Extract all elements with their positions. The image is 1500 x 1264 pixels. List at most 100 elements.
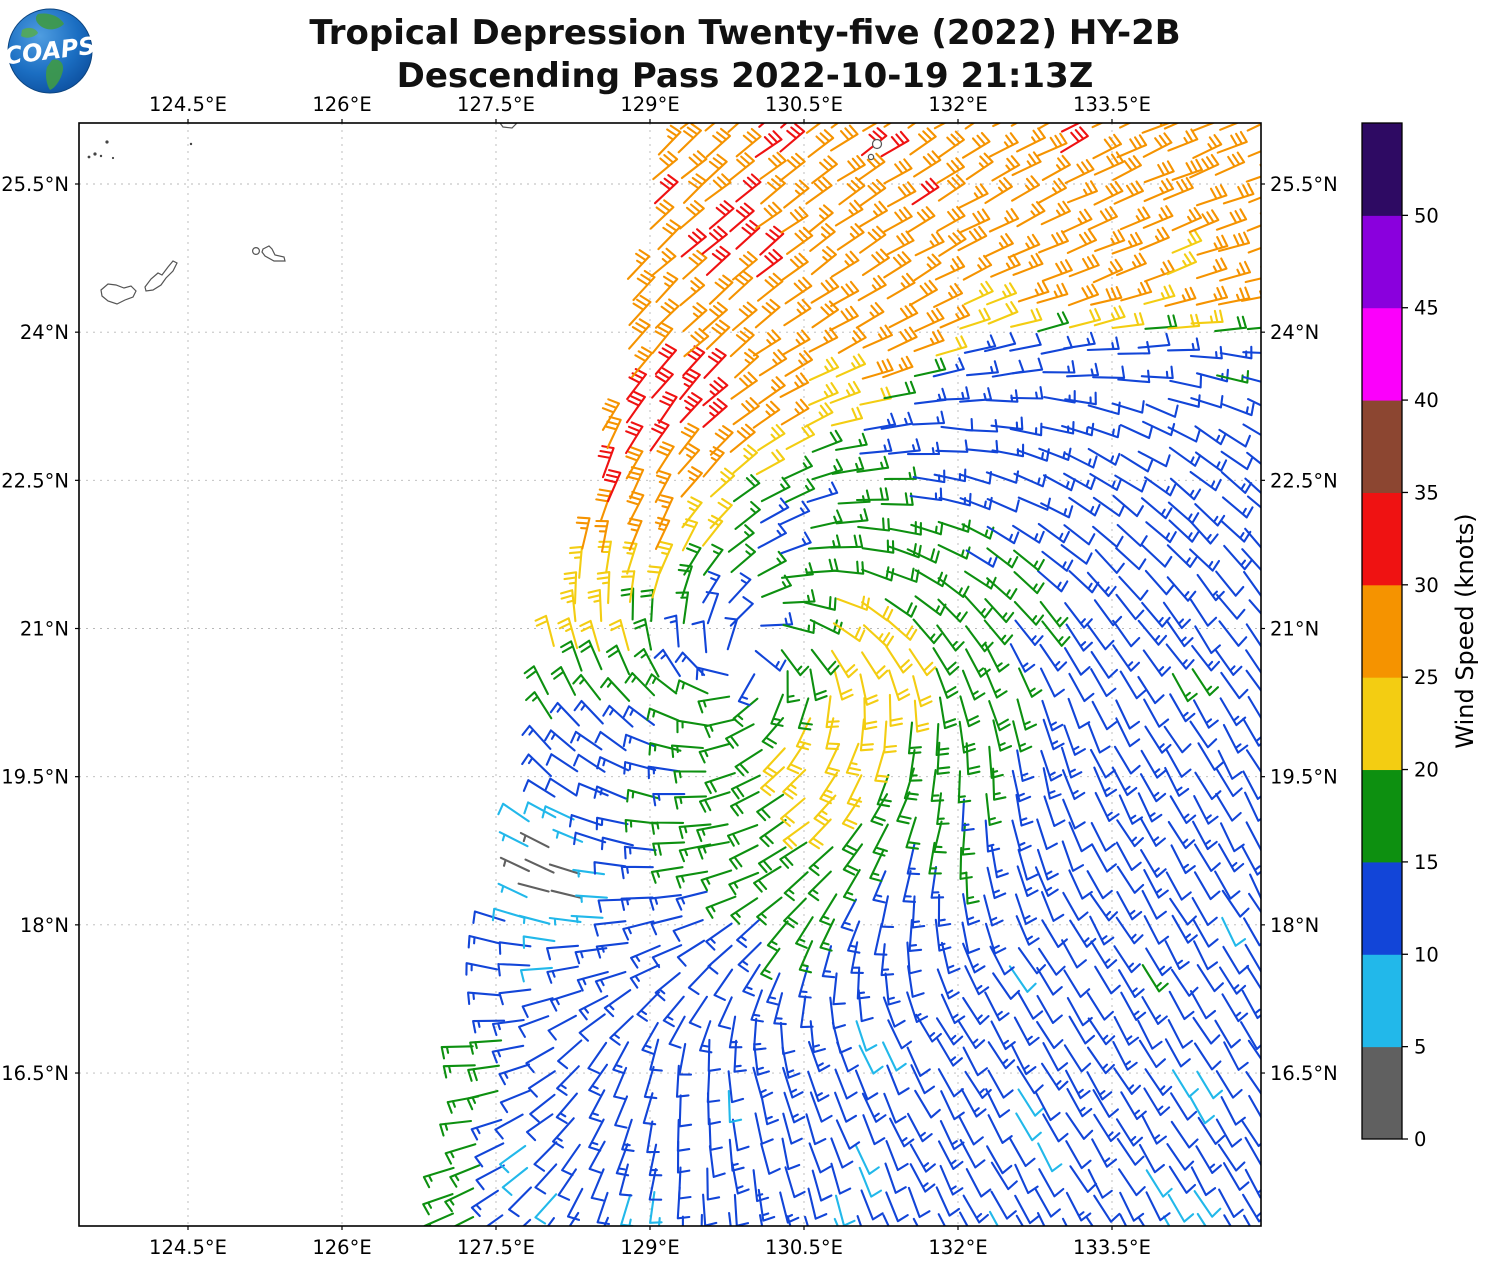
wind-barb <box>750 989 764 1023</box>
wind-barb <box>705 245 731 276</box>
wind-barb <box>705 319 731 350</box>
wind-barb <box>735 219 761 250</box>
wind-barb <box>734 500 761 530</box>
wind-barb <box>1164 1038 1191 1068</box>
colorbar-segment <box>1362 1046 1402 1140</box>
wind-barb <box>1218 620 1248 647</box>
wind-barb <box>557 1039 583 1070</box>
wind-barb <box>936 386 970 401</box>
wind-barb <box>858 1166 883 1198</box>
wind-barb <box>913 699 930 733</box>
wind-barb <box>1011 1045 1037 1076</box>
wind-barb <box>1145 1191 1171 1222</box>
wind-barb <box>467 991 501 1006</box>
wind-barb <box>906 1046 931 1077</box>
wind-barb <box>687 964 712 996</box>
wind-barb <box>1138 1039 1166 1069</box>
wind-barb <box>958 1115 984 1146</box>
wind-barb <box>1137 792 1163 823</box>
wind-barb <box>991 155 1021 182</box>
wind-barb <box>683 327 710 358</box>
wind-barb <box>1012 524 1045 544</box>
wind-barb <box>1195 257 1228 280</box>
wind-barb <box>1068 869 1093 900</box>
wind-barb <box>1244 1136 1261 1166</box>
wind-barb <box>887 1019 913 1050</box>
islet-daito-south <box>867 153 875 161</box>
axes-frame <box>75 119 1265 1230</box>
wind-barb <box>1170 844 1196 875</box>
wind-barb <box>1069 1165 1098 1193</box>
wind-barb <box>578 994 609 1021</box>
wind-barb <box>588 1118 605 1152</box>
wind-barb <box>1243 1214 1252 1226</box>
wind-barb <box>1240 1119 1261 1148</box>
wind-barb <box>779 797 806 828</box>
wind-barb <box>422 1166 455 1189</box>
wind-barb <box>990 845 1009 879</box>
wind-barb <box>861 651 889 680</box>
wind-barb <box>1093 305 1126 327</box>
wind-barb <box>706 1070 721 1104</box>
wind-barb <box>649 1038 663 1072</box>
wind-barb <box>1137 450 1171 468</box>
wind-barb <box>1093 599 1123 627</box>
wind-barb <box>781 1137 801 1171</box>
wind-barb <box>811 458 844 481</box>
wind-barb <box>913 357 947 378</box>
wind-barb <box>1092 496 1126 517</box>
wind-barb <box>614 1095 629 1129</box>
wind-barb <box>1040 502 1074 519</box>
wind-barb <box>1040 749 1063 782</box>
wind-barb <box>909 127 937 156</box>
wind-barb <box>1167 394 1201 408</box>
wind-barb <box>1016 201 1046 228</box>
wind-barb <box>704 123 717 132</box>
wind-barb <box>522 1218 532 1226</box>
wind-barb <box>988 208 1020 233</box>
wind-barb <box>786 670 801 704</box>
wind-barb <box>935 439 969 453</box>
lon-label-top: 129°E <box>620 93 679 116</box>
wind-barb <box>630 944 661 969</box>
wind-barb <box>704 772 736 795</box>
wind-barb <box>880 943 895 977</box>
lon-label-top: 132°E <box>928 93 987 116</box>
wind-barb <box>1068 672 1095 703</box>
wind-barb <box>640 588 655 623</box>
wind-barb <box>1246 326 1261 331</box>
wind-barb <box>960 208 991 233</box>
wind-barb <box>1171 914 1198 944</box>
wind-barb <box>1090 821 1116 852</box>
wind-barb <box>909 1143 936 1173</box>
wind-barb <box>809 223 836 252</box>
wind-barb <box>593 861 627 875</box>
wind-barb <box>1011 175 1040 202</box>
wind-barb <box>912 618 943 645</box>
wind-barb <box>533 1141 558 1172</box>
wind-barb <box>498 988 532 1006</box>
wind-barb <box>726 824 759 847</box>
wind-barb <box>1247 137 1261 158</box>
wind-barb <box>1039 667 1065 698</box>
wind-barb <box>1170 1120 1199 1149</box>
colorbar-tick-label: 45 <box>1414 297 1439 320</box>
wind-barb <box>575 516 591 550</box>
wind-barb <box>1111 400 1145 414</box>
wind-barb <box>963 280 994 306</box>
wind-barb <box>732 697 759 728</box>
wind-barb <box>819 893 838 927</box>
wind-barb <box>1038 230 1069 254</box>
wind-barb <box>1112 494 1144 518</box>
wind-barb <box>755 449 786 476</box>
wind-barb <box>497 962 531 977</box>
wind-barb <box>676 719 710 734</box>
lat-label-left: 19.5°N <box>1 766 69 789</box>
wind-barb <box>700 1213 703 1226</box>
wind-barb <box>568 545 583 579</box>
wind-barb <box>1113 945 1141 974</box>
colorbar-border <box>1361 122 1403 1140</box>
wind-barb <box>808 846 834 877</box>
wind-barb <box>842 868 861 902</box>
